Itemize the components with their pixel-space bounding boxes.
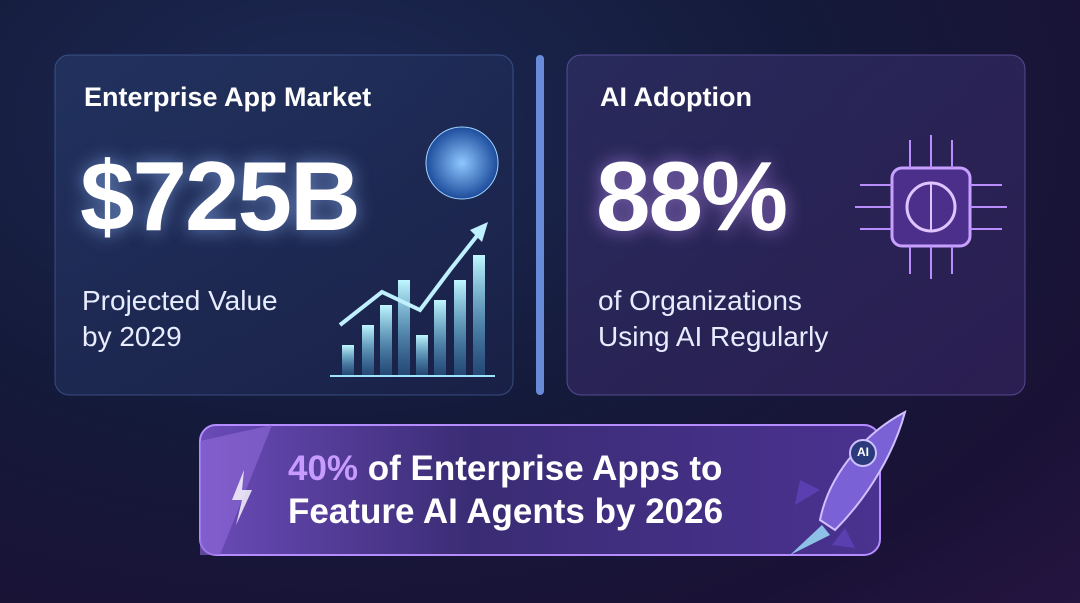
banner-highlight: 40% (288, 449, 359, 488)
divider (536, 55, 544, 395)
banner-line: Feature AI Agents by 2026 (288, 492, 724, 531)
caption: of Organizations (598, 285, 802, 316)
caption: Projected Value (82, 285, 278, 316)
growth-chart-icon (330, 222, 495, 377)
banner-text: of Enterprise Apps to (367, 449, 723, 488)
card-title: AI Adoption (600, 82, 752, 112)
big-value: $725B (80, 141, 361, 251)
banner-line: 40% of Enterprise Apps to (288, 447, 722, 491)
big-value: 88% (596, 141, 788, 251)
card-title: Enterprise App Market (84, 82, 372, 112)
rocket-icon (790, 410, 907, 555)
ai-chip-icon (855, 135, 1007, 279)
globe-icon (425, 126, 499, 200)
caption: Using AI Regularly (598, 321, 829, 352)
rocket-label: AI (857, 445, 869, 459)
lightning-icon (232, 470, 252, 525)
caption: by 2029 (82, 321, 182, 352)
